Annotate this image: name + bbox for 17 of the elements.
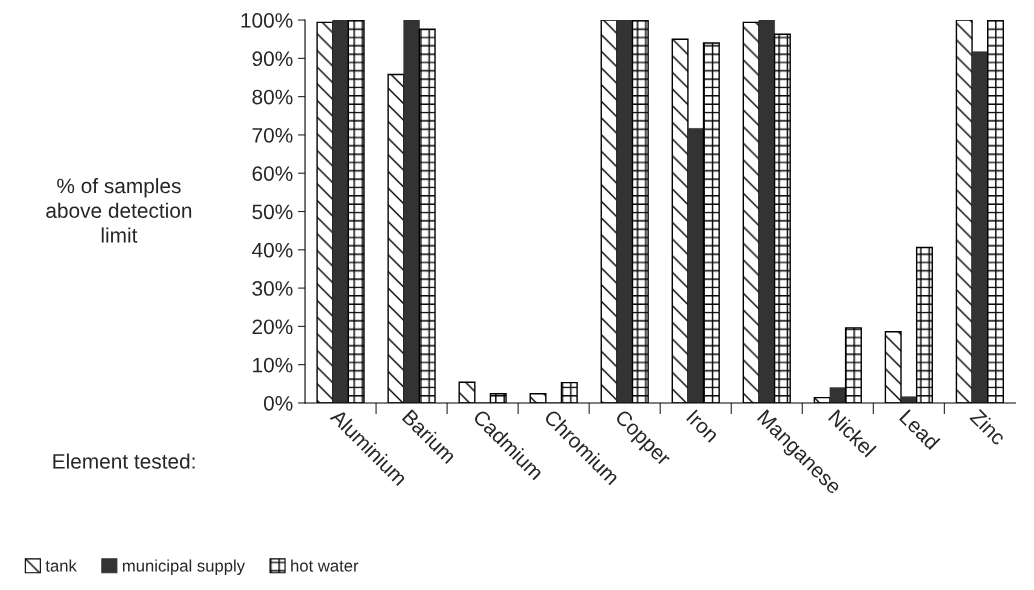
y-tick-label: 90%: [252, 51, 293, 67]
legend-label: tank: [45, 559, 77, 572]
x-tick-label: Iron: [686, 409, 720, 443]
y-tick-label: 100%: [241, 13, 293, 28]
y-tick-label: 30%: [252, 281, 293, 296]
x-axis-title: Element tested:: [53, 453, 195, 469]
y-tick-label: 40%: [252, 242, 293, 258]
legend-label: municipal supply: [122, 559, 246, 575]
y-tick-label: 80%: [252, 89, 293, 105]
y-tick-label: 50%: [252, 204, 293, 220]
y-tick-label: 60%: [252, 166, 293, 181]
legend-label: hot water: [291, 559, 359, 572]
y-tick-label: 20%: [252, 319, 293, 335]
y-axis-title: % of samples above detection limit: [46, 177, 192, 243]
y-tick-label: 70%: [252, 127, 293, 143]
y-tick-label: 0%: [263, 395, 293, 411]
y-tick-label: 10%: [253, 357, 293, 373]
